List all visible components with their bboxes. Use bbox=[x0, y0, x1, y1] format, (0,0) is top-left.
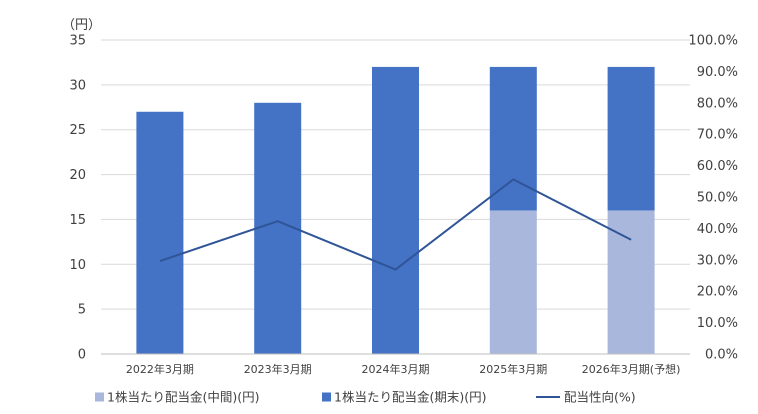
y2-tick-label: 80.0% bbox=[697, 96, 738, 111]
bar-year-end-dividend bbox=[136, 111, 184, 355]
y-tick-label: 20 bbox=[69, 168, 86, 183]
x-tick-label: 2025年3月期 bbox=[479, 362, 547, 376]
y2-tick-label: 40.0% bbox=[697, 222, 738, 237]
bar-year-end-dividend bbox=[372, 66, 419, 355]
y2-tick-label: 30.0% bbox=[697, 253, 738, 268]
x-tick-label: 2026年3月期(予想) bbox=[582, 362, 681, 376]
y-tick-label: 25 bbox=[69, 123, 86, 138]
y-tick-label: 10 bbox=[69, 258, 86, 273]
y2-tick-label: 100.0% bbox=[688, 34, 738, 49]
y-tick-label: 15 bbox=[69, 213, 86, 228]
legend-interim-label: 1株当たり配当金(中間)(円) bbox=[107, 390, 259, 405]
y2-tick-label: 70.0% bbox=[697, 128, 738, 143]
legend-interim-swatch bbox=[95, 392, 104, 402]
x-tick-label: 2024年3月期 bbox=[362, 362, 430, 376]
bar-interim-dividend bbox=[607, 210, 655, 354]
bars bbox=[136, 66, 655, 355]
legend: 1株当たり配当金(中間)(円) 1株当たり配当金(期末)(円) 配当性向(%) bbox=[95, 390, 636, 405]
bar-year-end-dividend bbox=[607, 66, 655, 211]
payout-ratio-line-layer bbox=[159, 178, 632, 271]
bar-interim-dividend bbox=[489, 210, 537, 354]
axes: 0 5 10 15 20 25 30 35 0.0% 10.0% 20.0% 30.0% 40.0% 50… bbox=[69, 34, 738, 377]
legend-year-end-label: 1株当たり配当金(期末)(円) bbox=[334, 390, 486, 405]
x-tick-label: 2023年3月期 bbox=[244, 362, 312, 376]
y-tick-label: 5 bbox=[78, 303, 86, 318]
y-tick-label: 35 bbox=[69, 34, 86, 49]
legend-payout-ratio-label: 配当性向(%) bbox=[564, 390, 636, 405]
y2-tick-label: 60.0% bbox=[697, 159, 738, 174]
y2-tick-label: 50.0% bbox=[697, 191, 738, 206]
x-tick-label: 2022年3月期 bbox=[126, 362, 194, 376]
y2-tick-label: 10.0% bbox=[697, 316, 738, 331]
y2-tick-label: 20.0% bbox=[697, 285, 738, 300]
y2-tick-label: 90.0% bbox=[697, 65, 738, 80]
y2-tick-label: 0.0% bbox=[705, 348, 738, 363]
legend-year-end-swatch bbox=[322, 392, 331, 402]
y-tick-label: 0 bbox=[78, 348, 86, 363]
left-axis-unit: （円） bbox=[62, 18, 101, 33]
y-tick-label: 30 bbox=[69, 78, 86, 93]
